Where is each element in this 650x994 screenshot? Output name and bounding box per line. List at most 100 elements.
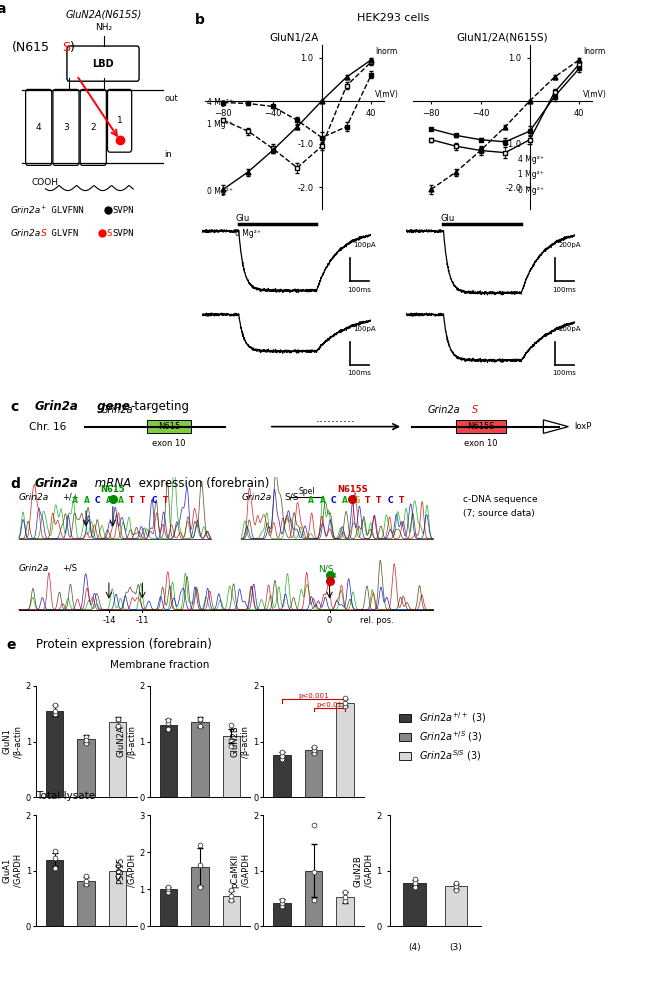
- Point: [277, 748, 287, 764]
- Text: (4): (4): [408, 943, 421, 952]
- Text: GLVFNN: GLVFNN: [47, 206, 84, 215]
- Text: COOH: COOH: [32, 178, 59, 187]
- Point: [195, 880, 205, 896]
- Text: loxP: loxP: [575, 422, 592, 431]
- Point: [49, 860, 60, 876]
- Text: HEK293 cells: HEK293 cells: [357, 13, 429, 23]
- Text: -targeting: -targeting: [130, 400, 189, 413]
- Point: [112, 869, 123, 885]
- Text: 1 Mg²⁺: 1 Mg²⁺: [517, 170, 543, 179]
- Point: [277, 744, 287, 759]
- Text: -11: -11: [136, 616, 149, 625]
- Point: [163, 722, 174, 738]
- Text: A: A: [72, 496, 79, 505]
- Text: GLVFN: GLVFN: [47, 230, 79, 239]
- Text: A: A: [118, 496, 124, 505]
- Text: 0 Mg²⁺: 0 Mg²⁺: [517, 186, 543, 195]
- Text: Grin2a: Grin2a: [19, 493, 49, 502]
- Text: e: e: [6, 638, 16, 652]
- Point: [49, 843, 60, 859]
- Point: [163, 713, 174, 729]
- Text: b: b: [195, 13, 205, 27]
- Point: [112, 718, 123, 734]
- Point: [112, 713, 123, 729]
- Point: [226, 892, 237, 908]
- Point: [163, 880, 174, 896]
- Text: 1 Mg²⁺: 1 Mg²⁺: [207, 120, 233, 129]
- Text: out: out: [164, 94, 178, 103]
- Text: S: S: [473, 405, 478, 415]
- Point: [163, 884, 174, 900]
- Text: 0 Mg²⁺: 0 Mg²⁺: [207, 187, 233, 196]
- FancyBboxPatch shape: [456, 419, 506, 433]
- FancyBboxPatch shape: [80, 89, 107, 165]
- Point: [340, 699, 350, 715]
- Text: (7; source data): (7; source data): [463, 509, 535, 518]
- Point: [410, 871, 420, 887]
- Text: T: T: [140, 496, 146, 505]
- Text: N615S: N615S: [337, 485, 368, 494]
- Text: S: S: [40, 230, 46, 239]
- Bar: [191, 722, 209, 797]
- Point: [226, 882, 237, 898]
- Text: ..........: ..........: [316, 412, 356, 424]
- Text: 4 Mg²⁺: 4 Mg²⁺: [207, 98, 233, 107]
- Text: rel. pos.: rel. pos.: [360, 616, 394, 625]
- Point: [195, 718, 205, 734]
- Text: Grin2a: Grin2a: [428, 405, 461, 415]
- Point: [340, 690, 350, 706]
- Text: 4 Mg²⁺: 4 Mg²⁺: [517, 155, 543, 164]
- Bar: [46, 711, 63, 797]
- Point: [308, 742, 318, 757]
- Text: Grin2a: Grin2a: [100, 405, 133, 415]
- Text: A: A: [342, 496, 348, 505]
- Text: c: c: [10, 400, 18, 414]
- Text: T: T: [365, 496, 370, 505]
- Text: exon 10: exon 10: [464, 439, 498, 448]
- Text: 100pA: 100pA: [354, 326, 376, 332]
- Bar: [77, 881, 95, 926]
- FancyBboxPatch shape: [147, 419, 191, 433]
- Text: C: C: [95, 496, 101, 505]
- Point: [450, 875, 461, 891]
- Y-axis label: GluN2A
/β-actin: GluN2A /β-actin: [116, 726, 136, 757]
- Text: Total lysate: Total lysate: [36, 791, 95, 801]
- Text: Grin2a: Grin2a: [10, 206, 41, 215]
- Point: [49, 703, 60, 719]
- Text: SpeI: SpeI: [298, 487, 315, 496]
- Point: [49, 851, 60, 867]
- Text: d: d: [10, 477, 20, 491]
- Title: GluN1/2A: GluN1/2A: [270, 33, 318, 43]
- Text: expression (forebrain): expression (forebrain): [135, 477, 269, 490]
- Text: (3): (3): [450, 943, 462, 952]
- Text: 4: 4: [36, 123, 42, 132]
- Bar: [223, 896, 240, 926]
- Bar: [109, 722, 126, 797]
- Text: 100ms: 100ms: [552, 287, 576, 293]
- Text: -14: -14: [102, 616, 116, 625]
- Text: Inorm: Inorm: [583, 47, 605, 56]
- Point: [226, 888, 237, 904]
- Point: [308, 745, 318, 760]
- FancyBboxPatch shape: [53, 89, 79, 165]
- Text: T: T: [376, 496, 382, 505]
- Bar: [305, 871, 322, 926]
- Point: [163, 716, 174, 732]
- Text: A: A: [320, 496, 326, 505]
- Text: Membrane fraction: Membrane fraction: [110, 660, 209, 670]
- Y-axis label: pCaMKII
/GAPDH: pCaMKII /GAPDH: [230, 854, 250, 888]
- Point: [226, 717, 237, 733]
- Text: ⁺: ⁺: [146, 405, 151, 415]
- Point: [277, 751, 287, 767]
- Text: (N615: (N615: [12, 41, 50, 54]
- Point: [277, 895, 287, 911]
- Text: SVPN: SVPN: [113, 206, 135, 215]
- Text: p<0.01: p<0.01: [317, 702, 343, 708]
- Text: 200pA: 200pA: [558, 243, 581, 248]
- Point: [195, 857, 205, 873]
- Bar: [160, 725, 177, 797]
- Point: [195, 712, 205, 728]
- Bar: [274, 755, 291, 797]
- Text: N/S: N/S: [318, 565, 333, 574]
- Text: G: G: [353, 496, 359, 505]
